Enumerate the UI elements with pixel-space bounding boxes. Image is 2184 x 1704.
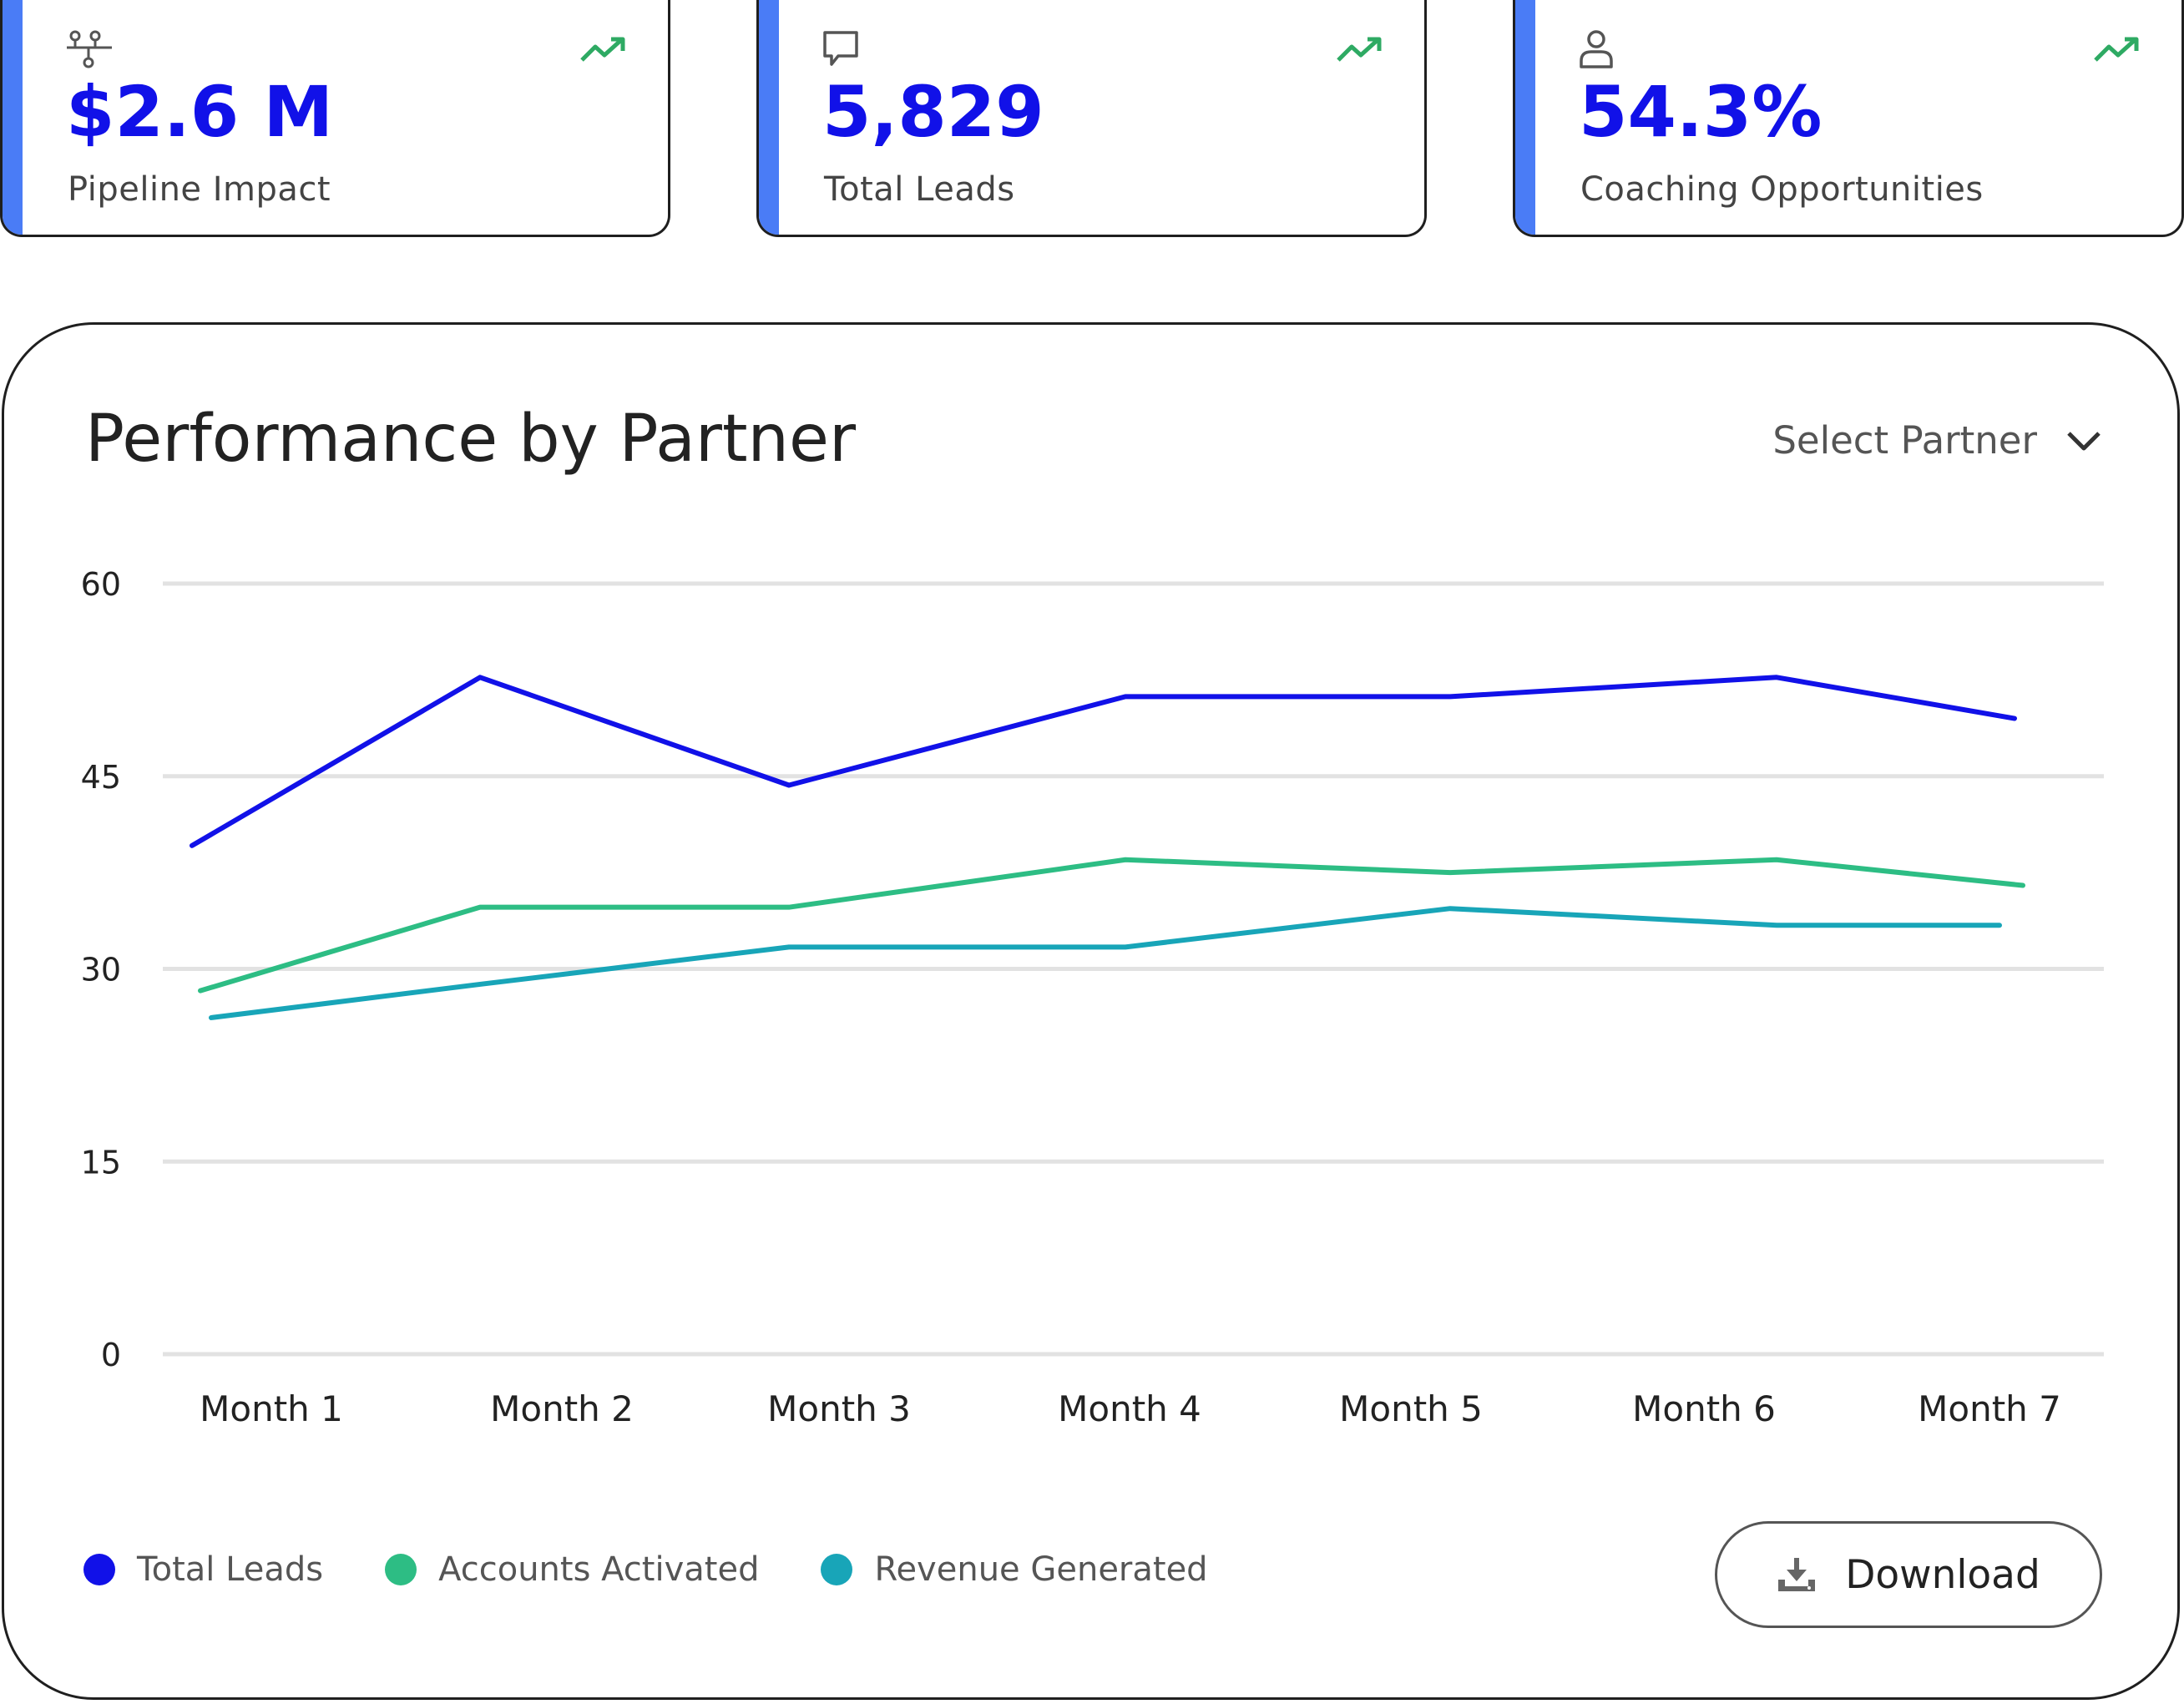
legend-item-revenue-generated: Revenue Generated — [821, 1550, 1208, 1589]
x-tick-label: Month 1 — [200, 1388, 343, 1429]
kpi-value: 54.3% — [1579, 71, 1823, 153]
y-tick-label: 60 — [81, 566, 121, 603]
y-tick-label: 0 — [101, 1337, 121, 1373]
kpi-label: Coaching Opportunities — [1580, 170, 1984, 209]
kpi-card-pipeline-impact: $2.6 M Pipeline Impact — [0, 0, 670, 237]
kpi-value: $2.6 M — [66, 71, 334, 153]
download-button[interactable]: Download — [1715, 1521, 2102, 1628]
y-tick-label: 30 — [81, 952, 121, 989]
performance-panel: Performance by Partner Select Partner 0 1… — [2, 322, 2180, 1700]
legend-item-total-leads: Total Leads — [83, 1550, 323, 1589]
kpi-value: 5,829 — [822, 71, 1044, 153]
x-tick-label: Month 7 — [1918, 1388, 2061, 1429]
trend-up-icon — [2094, 37, 2139, 62]
legend-dot — [821, 1554, 853, 1585]
panel-title: Performance by Partner — [85, 402, 857, 477]
legend-dot — [83, 1554, 115, 1585]
legend-label: Revenue Generated — [874, 1550, 1208, 1589]
select-partner-label: Select Partner — [1772, 418, 2037, 463]
kpi-label: Pipeline Impact — [68, 170, 331, 209]
x-tick-label: Month 5 — [1339, 1388, 1483, 1429]
chart-legend: Total Leads Accounts Activated Revenue G… — [83, 1550, 1270, 1589]
trend-up-icon — [580, 37, 625, 62]
x-tick-label: Month 2 — [490, 1388, 634, 1429]
series-line-0 — [190, 675, 2017, 848]
legend-label: Accounts Activated — [438, 1550, 760, 1589]
line-chart: 0 15 30 45 60 Month 1 Month 2 Month 3 Month 4 Mon… — [81, 566, 2104, 1429]
user-icon — [1580, 30, 1613, 68]
legend-dot — [385, 1554, 417, 1585]
x-tick-label: Month 6 — [1632, 1388, 1776, 1429]
legend-label: Total Leads — [137, 1550, 324, 1589]
x-tick-label: Month 4 — [1058, 1388, 1201, 1429]
kpi-label: Total Leads — [824, 170, 1015, 209]
select-partner-dropdown[interactable]: Select Partner — [1772, 418, 2102, 463]
y-tick-label: 45 — [81, 759, 121, 796]
y-tick-label: 15 — [81, 1144, 121, 1181]
kpi-card-coaching-opportunities: 54.3% Coaching Opportunities — [1513, 0, 2184, 237]
kpi-card-total-leads: 5,829 Total Leads — [756, 0, 1427, 237]
legend-item-accounts-activated: Accounts Activated — [385, 1550, 759, 1589]
download-label: Download — [1845, 1551, 2040, 1598]
chevron-down-icon — [2067, 431, 2101, 450]
x-tick-label: Month 3 — [767, 1388, 911, 1429]
series-line-2 — [209, 906, 2002, 1020]
download-icon — [1778, 1558, 1816, 1591]
network-icon — [67, 30, 112, 68]
series-line-1 — [198, 857, 2025, 994]
chat-bubble-icon — [823, 31, 858, 66]
trend-up-icon — [1337, 37, 1382, 62]
